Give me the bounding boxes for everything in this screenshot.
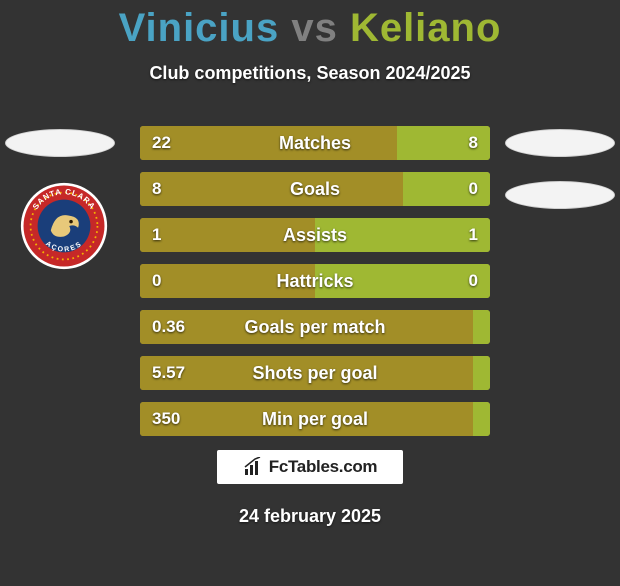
player-left-name: Vinicius (119, 6, 280, 50)
stat-fill-right (473, 310, 491, 344)
stat-fill-right (403, 172, 491, 206)
attribution-text: FcTables.com (269, 457, 378, 477)
stat-fill-left (140, 402, 473, 436)
stat-fill-right (315, 218, 490, 252)
stat-fill-left (140, 172, 403, 206)
stat-fill-right (473, 356, 491, 390)
stat-fill-right (397, 126, 490, 160)
stat-fill-left (140, 310, 473, 344)
season-subtitle: Club competitions, Season 2024/2025 (0, 63, 620, 84)
flag-placeholder-right-1 (505, 129, 615, 157)
stat-fill-right (315, 264, 490, 298)
stat-fill-left (140, 356, 473, 390)
chart-icon (243, 457, 263, 477)
stat-row: Min per goal350 (140, 402, 490, 436)
stat-fill-left (140, 264, 315, 298)
stat-row: Hattricks00 (140, 264, 490, 298)
stats-container: Matches228 Goals80 Assists11 Hattricks00 Goa… (140, 126, 490, 436)
stat-fill-left (140, 126, 397, 160)
comparison-title: Vinicius vs Keliano (0, 6, 620, 51)
flag-placeholder-right-2 (505, 181, 615, 209)
player-right-name: Keliano (350, 6, 501, 50)
stat-row: Assists11 (140, 218, 490, 252)
stat-row: Goals80 (140, 172, 490, 206)
club-badge: SANTA CLARA AÇORES (20, 182, 108, 270)
flag-placeholder-left (5, 129, 115, 157)
stat-fill-left (140, 218, 315, 252)
stat-row: Shots per goal5.57 (140, 356, 490, 390)
stat-row: Goals per match0.36 (140, 310, 490, 344)
vs-separator: vs (279, 6, 350, 50)
comparison-date: 24 february 2025 (0, 506, 620, 527)
stat-row: Matches228 (140, 126, 490, 160)
attribution-badge: FcTables.com (217, 450, 403, 484)
stat-fill-right (473, 402, 491, 436)
